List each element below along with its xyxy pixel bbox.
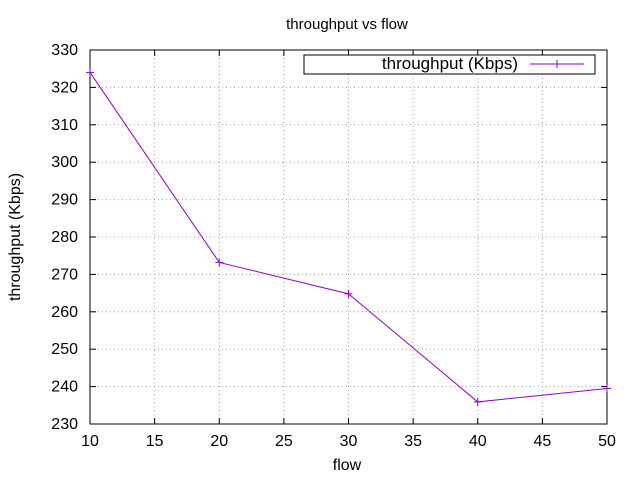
y-tick-label: 290 [51, 192, 78, 209]
y-tick-label: 280 [51, 229, 78, 246]
y-tick-label: 270 [51, 266, 78, 283]
legend: throughput (Kbps) [303, 54, 596, 75]
y-tick-label: 320 [51, 79, 78, 96]
axes: 10 15 20 25 30 35 40 45 50 230 240 250 260 270 280 290 3… [51, 42, 616, 450]
legend-line-sample [530, 60, 584, 68]
x-tick-label: 10 [81, 433, 99, 450]
x-tick-label: 45 [533, 433, 551, 450]
data-point-marker [603, 384, 611, 393]
x-tick-label: 35 [404, 433, 422, 450]
y-tick-label: 310 [51, 117, 78, 134]
y-axis-label: throughput (Kbps) [7, 173, 24, 301]
chart-title: throughput vs flow [286, 16, 408, 33]
x-tick-label: 25 [275, 433, 293, 450]
data-point-marker [215, 258, 224, 267]
x-tick-label: 15 [146, 433, 164, 450]
y-tick-label: 250 [51, 341, 78, 358]
y-tick-label: 300 [51, 154, 78, 171]
x-axis-label: flow [333, 457, 362, 474]
x-tick-label: 40 [469, 433, 487, 450]
data-point-marker [473, 397, 482, 406]
x-tick-label: 30 [340, 433, 358, 450]
y-tick-label: 330 [51, 42, 78, 59]
y-tick-label: 260 [51, 304, 78, 321]
legend-box [303, 54, 596, 75]
y-tick-label: 240 [51, 379, 78, 396]
series-layer [86, 68, 611, 406]
x-tick-label: 20 [210, 433, 228, 450]
legend-label: throughput (Kbps) [382, 54, 518, 73]
y-tick-label: 230 [51, 416, 78, 433]
data-point-marker [86, 68, 94, 77]
data-point-marker [344, 289, 353, 298]
x-tick-label: 50 [598, 433, 616, 450]
